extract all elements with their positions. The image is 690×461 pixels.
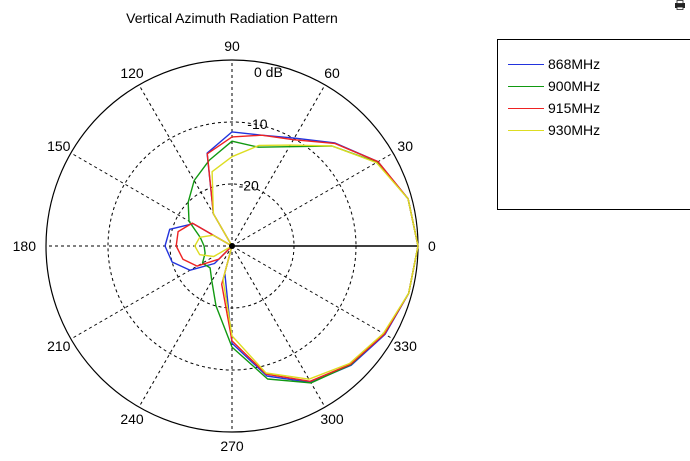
- legend-swatch: [508, 63, 544, 65]
- legend-swatch: [508, 85, 544, 87]
- legend-entry: 915MHz: [508, 98, 600, 118]
- radial-tick-label: -20: [239, 178, 259, 194]
- legend-label: 900MHz: [548, 78, 601, 94]
- legend-entry: 868MHz: [508, 54, 600, 74]
- legend-swatch: [508, 107, 544, 109]
- angle-tick-label: 0: [428, 238, 436, 254]
- grid-spoke: [138, 245, 233, 408]
- angle-tick-label: 270: [220, 438, 244, 454]
- origin-dot: [229, 243, 235, 249]
- angle-tick-label: 210: [47, 338, 71, 354]
- grid-spoke: [231, 152, 394, 247]
- angle-tick-label: 180: [13, 238, 37, 254]
- radial-labels: 0 dB -10 -20: [239, 64, 283, 194]
- legend-entry: 930MHz: [508, 120, 600, 140]
- angle-tick-label: 90: [224, 38, 240, 54]
- legend-swatch: [508, 129, 544, 131]
- angle-tick-label: 240: [120, 411, 144, 427]
- legend-label: 930MHz: [548, 122, 601, 138]
- series-line: [194, 144, 419, 380]
- angle-tick-label: 60: [324, 65, 340, 81]
- legend-entry: 900MHz: [508, 76, 600, 96]
- angle-tick-label: 120: [120, 65, 144, 81]
- angle-tick-label: 150: [47, 138, 71, 154]
- grid-spoke: [70, 245, 233, 340]
- angle-tick-label: 30: [397, 138, 413, 154]
- angle-tick-label: 300: [320, 411, 344, 427]
- legend-label: 915MHz: [548, 100, 601, 116]
- series-line: [175, 134, 419, 382]
- chart-title: Vertical Azimuth Radiation Pattern: [126, 10, 338, 26]
- series-group: [164, 131, 419, 384]
- printer-icon[interactable]: [674, 0, 686, 10]
- angle-labels: 0 30 60 90 120 150 180 210 240 270 300 330: [13, 38, 436, 454]
- legend-label: 868MHz: [548, 56, 601, 72]
- radial-unit-label: 0 dB: [254, 64, 283, 80]
- grid-spoke: [231, 245, 326, 408]
- angle-tick-label: 330: [394, 338, 418, 354]
- radial-tick-label: -10: [247, 116, 267, 132]
- legend: 868MHz 900MHz 915MHz 930MHz: [497, 39, 690, 210]
- grid-spoke: [231, 84, 326, 247]
- grid-spoke: [231, 245, 394, 340]
- series-line: [187, 140, 419, 384]
